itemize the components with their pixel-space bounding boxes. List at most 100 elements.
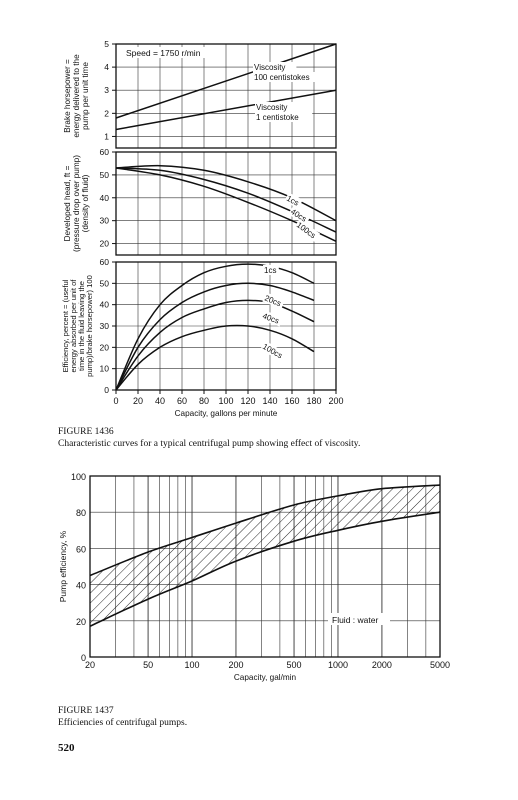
series-line [115, 282, 315, 391]
y-axis-label: Developed head, ft = [63, 165, 72, 241]
y-tick-label: 2 [104, 108, 109, 118]
y-tick-label: 5 [104, 39, 109, 49]
y-axis-label: Efficiency, percent = (useful [61, 279, 70, 372]
figure-1437-caption: FIGURE 1437 Efficiencies of centrifugal … [58, 705, 187, 729]
label-background [253, 72, 324, 82]
y-axis-label: (density of fluid) [81, 174, 90, 232]
x-tick-label: 20 [85, 660, 95, 670]
x-tick-label: 140 [262, 396, 277, 406]
plot-frame [89, 475, 441, 658]
panel-2: 20 30 40 50 60 Developed head, ft = (pressure … [63, 147, 337, 256]
y-tick-label: 4 [104, 62, 109, 72]
x-tick-label: 5000 [430, 660, 450, 670]
label-background [263, 265, 279, 275]
series-line [115, 167, 337, 242]
label-background [294, 218, 321, 242]
y-tick-label: 100 [71, 472, 86, 482]
y-tick-label: 0 [81, 653, 86, 663]
series-line [115, 263, 315, 391]
curve-annotation: 1cs [264, 266, 276, 275]
y-tick-label: 80 [76, 508, 86, 518]
x-tick-label: 80 [199, 396, 209, 406]
x-tick-label: 50 [143, 660, 153, 670]
x-tick-label: 120 [240, 396, 255, 406]
speed-label: Speed = 1750 r/min [126, 48, 201, 58]
x-tick-label: 180 [306, 396, 321, 406]
y-tick-label: 0 [104, 385, 109, 395]
y-axis-label: Pump efficiency, % [58, 530, 68, 602]
y-tick-label: 30 [100, 216, 110, 226]
y-tick-label: 1 [104, 131, 109, 141]
page-number: 520 [58, 742, 75, 754]
y-tick-label: 30 [100, 321, 110, 331]
y-tick-label: 40 [100, 300, 110, 310]
y-tick-label: 3 [104, 85, 109, 95]
y-tick-label: 60 [100, 257, 110, 267]
x-tick-label: 100 [218, 396, 233, 406]
fluid-annotation: Fluid : water [332, 615, 378, 625]
x-tick-label: 200 [328, 396, 343, 406]
y-tick-label: 10 [100, 364, 110, 374]
y-tick-label: 50 [100, 170, 110, 180]
x-tick-label: 60 [177, 396, 187, 406]
figure-1436-caption: FIGURE 1436 Characteristic curves for a … [58, 426, 360, 450]
panel-3: 0 10 20 30 40 50 60 Efficiency, percent = (usef… [61, 257, 337, 395]
label-background [255, 102, 299, 112]
figure-1437-text: Efficiencies of centrifugal pumps. [58, 718, 188, 728]
x-tick-label: 0 [113, 396, 118, 406]
y-axis-label: energy delivered to the [72, 54, 81, 138]
plot-frame [115, 151, 337, 256]
x-tick-label: 100 [185, 660, 200, 670]
figure-1436-text: Characteristic curves for a typical cent… [58, 439, 361, 449]
x-axis-label: Capacity, gal/min [234, 673, 297, 682]
efficiency-band [90, 485, 440, 627]
label-background [284, 192, 303, 209]
x-tick-label: 40 [155, 396, 165, 406]
curve-annotation: 1 centistoke [256, 113, 299, 122]
curve-annotation: 100 centistokes [254, 73, 310, 82]
label-background [288, 205, 311, 225]
curve-annotation: Viscosity [254, 63, 285, 72]
y-axis-label: pump per unit time [81, 62, 90, 130]
plot-frame [115, 43, 337, 149]
label-background [124, 47, 216, 58]
x-tick-label: 500 [287, 660, 302, 670]
series-line [115, 324, 315, 391]
label-background [328, 613, 390, 625]
label-background [255, 112, 313, 122]
series-line [115, 89, 337, 131]
y-tick-label: 40 [100, 193, 110, 203]
y-tick-label: 20 [100, 239, 110, 249]
y-tick-label: 40 [76, 581, 86, 591]
x-tick-label: 160 [284, 396, 299, 406]
y-axis-label: (pressure drop over pump) [72, 155, 81, 252]
y-axis-label: pump)/brake horsepower) 100 [85, 275, 94, 377]
y-tick-label: 60 [76, 544, 86, 554]
series-line [115, 43, 337, 119]
curve-annotation: Viscosity [256, 103, 287, 112]
y-axis-label: energy absorbed per unit of [69, 279, 78, 373]
label-background [260, 310, 283, 327]
x-tick-label: 1000 [328, 660, 348, 670]
figure-1437-label: FIGURE 1437 [58, 706, 114, 716]
lower-bound-line [89, 511, 441, 627]
x-tick-label: 200 [228, 660, 243, 670]
y-tick-label: 20 [100, 342, 110, 352]
y-axis-label: time in the fluid leaving the [77, 281, 86, 371]
label-background [262, 292, 285, 310]
figure-1436-label: FIGURE 1436 [58, 427, 114, 437]
panel-1: 1 2 3 4 5 Brake horsepower = energy delivered … [63, 39, 337, 149]
y-axis-label: Brake horsepower = [63, 59, 72, 133]
label-background [260, 340, 287, 362]
y-tick-label: 50 [100, 278, 110, 288]
y-tick-label: 60 [100, 147, 110, 157]
x-axis-label: Capacity, gallons per minute [175, 409, 278, 418]
label-background [253, 62, 297, 72]
upper-bound-line [89, 484, 441, 577]
x-tick-label: 2000 [372, 660, 392, 670]
y-tick-label: 20 [76, 617, 86, 627]
x-tick-label: 20 [133, 396, 143, 406]
